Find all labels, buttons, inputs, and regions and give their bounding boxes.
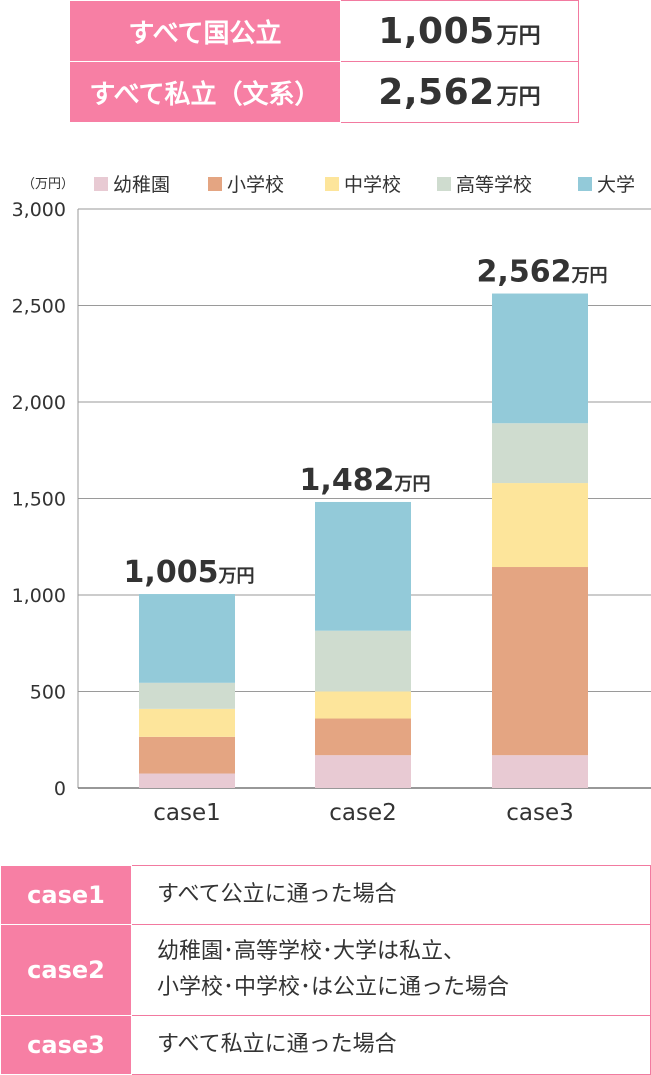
bar-segment xyxy=(492,567,588,756)
legend-swatch xyxy=(208,177,222,191)
y-axis-label: （万円） xyxy=(22,177,74,192)
legend-swatch xyxy=(437,177,451,191)
y-tick-label: 2,500 xyxy=(12,296,66,318)
total-data-label: 2,562万円 xyxy=(477,255,608,290)
y-tick-label: 0 xyxy=(54,778,66,800)
total-data-label: 1,005万円 xyxy=(124,555,255,590)
summary-table: すべて国公立 1,005万円 すべて私立（文系） 2,562万円 xyxy=(69,0,579,123)
legend-label: 大学 xyxy=(597,174,635,196)
summary-value-cell: 1,005万円 xyxy=(340,0,579,62)
y-tick-label: 500 xyxy=(30,682,66,704)
bar-segment xyxy=(315,691,411,719)
case-description: すべて公立に通った場合 xyxy=(131,865,651,925)
x-tick-label: case2 xyxy=(329,800,397,826)
summary-value-cell: 2,562万円 xyxy=(340,61,579,123)
bar-segment xyxy=(315,755,411,788)
legend-label: 小学校 xyxy=(227,174,284,196)
bar-segment xyxy=(492,483,588,568)
stacked-bar-chart: 0 500 1,000 1,500 2,000 2,500 3,000 （万円） 幼稚園 小学校 中… xyxy=(12,174,651,826)
summary-unit: 万円 xyxy=(496,23,541,49)
case-description-line: すべて公立に通った場合 xyxy=(157,882,397,907)
y-tick-label: 1,500 xyxy=(12,489,66,511)
summary-label: すべて私立（文系） xyxy=(69,61,341,123)
case-table: case1 すべて公立に通った場合 case2 幼稚園･高等学校･大学は私立、 … xyxy=(0,865,651,1075)
y-tick-label: 3,000 xyxy=(12,199,66,221)
legend-swatch xyxy=(325,177,339,191)
case-description-line: すべて私立に通った場合 xyxy=(157,1032,397,1057)
bar-segment xyxy=(139,736,235,774)
summary-row: すべて国公立 1,005万円 xyxy=(69,0,579,62)
legend-label: 幼稚園 xyxy=(113,174,170,196)
case-description: 幼稚園･高等学校･大学は私立、 小学校･中学校･は公立に通った場合 xyxy=(131,924,651,1016)
legend-label: 高等学校 xyxy=(456,174,532,196)
case-row: case3 すべて私立に通った場合 xyxy=(0,1015,651,1075)
bar-segment xyxy=(492,423,588,484)
case-row: case2 幼稚園･高等学校･大学は私立、 小学校･中学校･は公立に通った場合 xyxy=(0,924,651,1016)
bar-segment xyxy=(315,501,411,631)
legend-swatch xyxy=(578,177,592,191)
summary-value: 1,005 xyxy=(378,10,495,52)
summary-unit: 万円 xyxy=(496,84,541,110)
case-label: case2 xyxy=(0,924,132,1016)
y-tick-label: 2,000 xyxy=(12,392,66,414)
x-tick-label: case3 xyxy=(506,800,574,826)
case-label: case1 xyxy=(0,865,132,925)
case-description-line: 小学校･中学校･は公立に通った場合 xyxy=(157,975,510,1000)
bar-segment xyxy=(139,708,235,737)
bar-segment xyxy=(139,594,235,683)
bar-segment xyxy=(139,773,235,788)
summary-label: すべて国公立 xyxy=(69,0,341,62)
summary-value: 2,562 xyxy=(378,71,495,113)
bar-segment xyxy=(315,630,411,692)
legend-label: 中学校 xyxy=(344,174,401,196)
summary-row: すべて私立（文系） 2,562万円 xyxy=(69,61,579,123)
bar-segment xyxy=(315,718,411,756)
legend-swatch xyxy=(94,177,108,191)
x-tick-label: case1 xyxy=(153,800,221,826)
case-label: case3 xyxy=(0,1015,132,1075)
y-tick-label: 1,000 xyxy=(12,585,66,607)
case-description-line: 幼稚園･高等学校･大学は私立、 xyxy=(157,939,466,964)
total-data-label: 1,482万円 xyxy=(300,463,431,498)
case-description: すべて私立に通った場合 xyxy=(131,1015,651,1075)
case-row: case1 すべて公立に通った場合 xyxy=(0,865,651,925)
bar-segment xyxy=(492,293,588,424)
bar-segment xyxy=(139,682,235,709)
bar-segment xyxy=(492,755,588,788)
